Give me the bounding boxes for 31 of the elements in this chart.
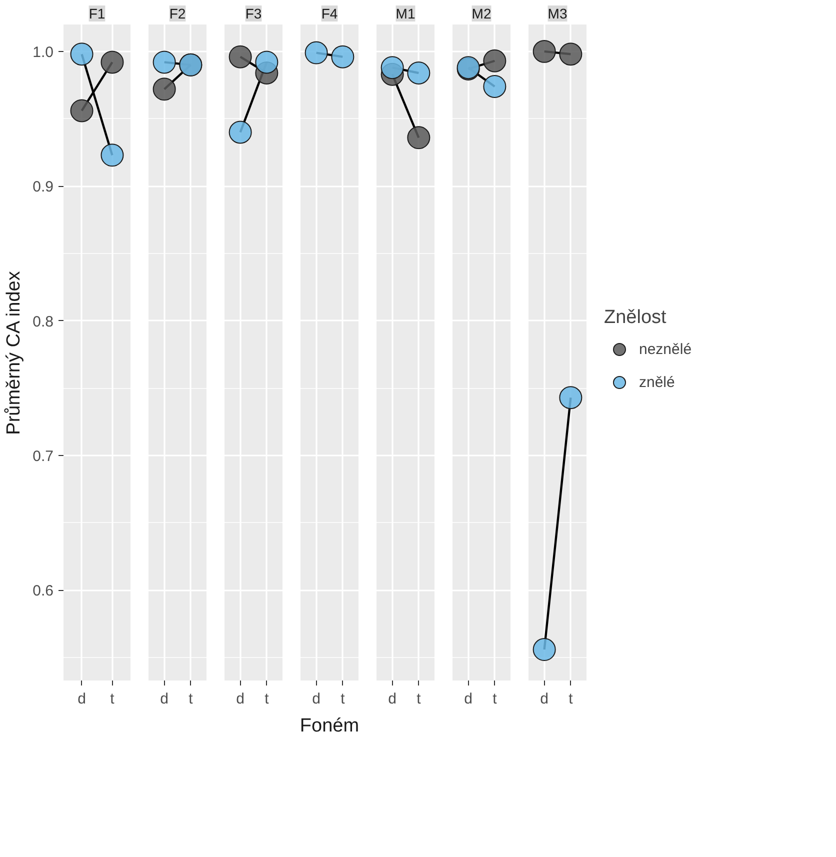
chart-title: F2 bbox=[169, 6, 186, 22]
y-tick-label: 0.8 bbox=[32, 313, 54, 330]
y-tick-label: 0.7 bbox=[32, 448, 54, 466]
x-tick-label: t bbox=[416, 690, 422, 708]
chart-title: M2 bbox=[472, 6, 492, 22]
x-tick-label: d bbox=[540, 690, 548, 708]
x-tick-label: t bbox=[110, 690, 116, 708]
legend-label: neznělé bbox=[639, 340, 692, 358]
x-axis-title: Foném bbox=[300, 716, 360, 736]
y-tick-label: 0.6 bbox=[32, 582, 54, 600]
legend-label: znělé bbox=[639, 374, 675, 390]
x-tick-label: d bbox=[312, 690, 320, 708]
x-tick-label: t bbox=[568, 690, 574, 708]
x-tick-label: d bbox=[78, 690, 86, 708]
legend-title: Znělost bbox=[604, 307, 668, 329]
chart-title: M3 bbox=[548, 6, 568, 22]
x-tick-label: d bbox=[160, 690, 168, 708]
y-axis-title: Průměrný CA index bbox=[4, 270, 25, 435]
chart-title: F3 bbox=[245, 6, 262, 22]
chart-title: F1 bbox=[88, 6, 106, 22]
x-tick-label: t bbox=[188, 690, 194, 708]
x-tick-label: t bbox=[492, 690, 498, 708]
x-tick-label: t bbox=[340, 690, 346, 708]
x-tick-label: t bbox=[264, 690, 270, 708]
x-tick-label: d bbox=[236, 690, 244, 708]
y-tick-label: 1.0 bbox=[32, 44, 54, 61]
x-tick-label: d bbox=[388, 690, 396, 708]
chart-title: F4 bbox=[321, 6, 338, 22]
x-tick-label: d bbox=[464, 690, 472, 708]
chart-title: M1 bbox=[396, 6, 416, 22]
y-tick-label: 0.9 bbox=[32, 178, 54, 196]
